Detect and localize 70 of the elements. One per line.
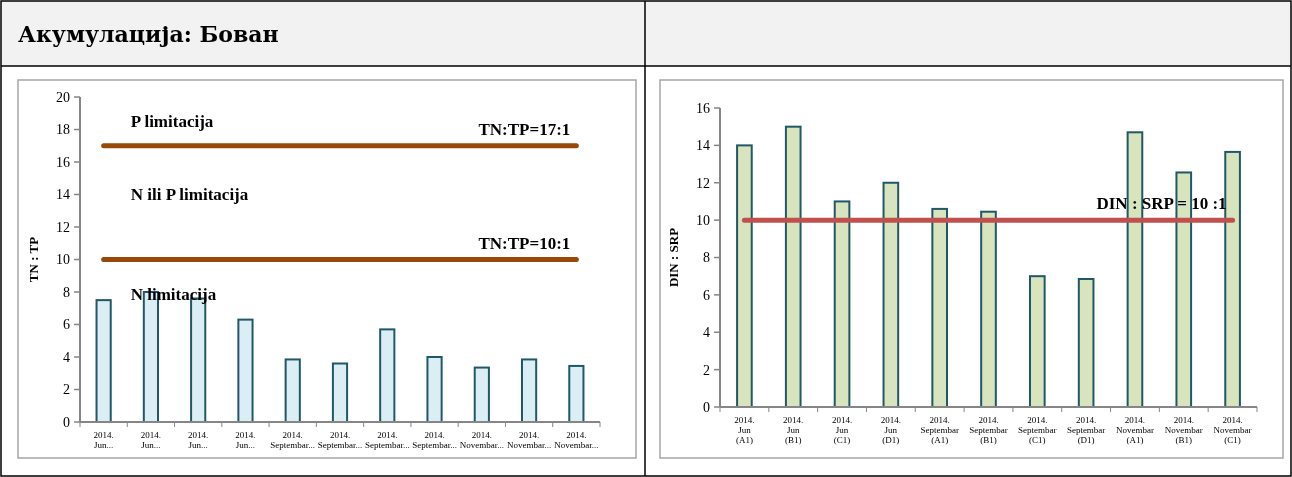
bar (833, 200, 851, 408)
x-tick-label: 2014. Septembar... (364, 430, 410, 450)
bar (736, 144, 753, 408)
y-tick-label: 4 (63, 349, 70, 365)
y-tick-label: 0 (703, 399, 710, 415)
x-tick-label: 2014. Novembar (C1) (1213, 415, 1252, 445)
x-tick-label: 2014. Novembar (B1) (1164, 415, 1203, 445)
chart-title: Акумулација: Бован (18, 21, 279, 47)
bar (473, 366, 490, 423)
x-tick-label: 2014. Jun (B1) (783, 415, 804, 445)
bar (1224, 150, 1241, 408)
bar (931, 207, 948, 408)
y-tick-label: 4 (703, 325, 710, 341)
y-tick-label: 8 (703, 250, 710, 266)
bar (1029, 275, 1046, 408)
y-tick-label: 8 (63, 284, 70, 300)
x-tick-label: 2014. Jun... (140, 430, 162, 450)
y-tick-label: 6 (63, 317, 70, 333)
y-axis-title: TN : TP (26, 236, 41, 283)
x-tick-label: 2014. Septembar (B1) (969, 415, 1008, 445)
bar (237, 318, 254, 423)
x-tick-label: 2014. Septembar (C1) (1018, 415, 1057, 445)
y-tick-label: 2 (63, 382, 70, 398)
x-tick-label: 2014. Novembar... (554, 430, 599, 450)
y-tick-label: 14 (56, 187, 70, 203)
y-tick-label: 6 (703, 287, 710, 303)
x-tick-label: 2014. Jun (C1) (831, 415, 853, 445)
x-tick-label: 2014. Jun... (188, 430, 209, 450)
y-tick-label: 16 (696, 100, 710, 116)
annotation: N limitacija (130, 284, 217, 304)
bar (426, 356, 443, 423)
bar (95, 299, 112, 423)
x-tick-label: 2014. Septembar... (317, 430, 363, 450)
x-tick-label: 2014. Septembar (D1) (1066, 415, 1106, 445)
y-tick-label: 10 (696, 213, 710, 229)
y-tick-label: 18 (56, 122, 70, 138)
ref-line-label: TN:TP=17:1 (478, 119, 571, 139)
y-tick-label: 0 (63, 414, 70, 430)
x-tick-label: 2014. Jun (D1) (880, 415, 901, 445)
y-tick-label: 12 (56, 219, 70, 235)
y-axis-title: DIN : SRP (666, 227, 681, 288)
y-tick-label: 16 (56, 154, 70, 170)
annotation: P limitacija (130, 112, 214, 132)
y-tick-label: 14 (696, 138, 710, 154)
bar (980, 210, 997, 408)
bar (284, 358, 301, 423)
x-tick-label: 2014. Jun... (235, 430, 256, 450)
y-tick-label: 2 (703, 362, 710, 378)
x-tick-label: 2014. Septembar (A1) (920, 415, 959, 445)
x-tick-label: 2014. Novembar... (506, 430, 552, 450)
ref-line-label: TN:TP=10:1 (478, 233, 571, 253)
bar (331, 362, 349, 423)
bar (784, 125, 802, 408)
x-tick-label: 2014. Jun (A1) (734, 415, 755, 445)
y-tick-label: 20 (56, 89, 70, 105)
y-tick-label: 10 (56, 252, 70, 268)
bar (1077, 277, 1095, 408)
bar (521, 358, 538, 423)
x-tick-label: 2014. Novembar (A1) (1115, 415, 1154, 445)
bar (379, 328, 396, 423)
bar (1126, 131, 1144, 408)
y-tick-label: 12 (696, 175, 710, 191)
bar (568, 364, 585, 423)
bar (1175, 171, 1193, 408)
x-tick-label: 2014. Novembar... (459, 430, 504, 450)
x-tick-label: 2014. Septembar... (412, 430, 457, 450)
x-tick-label: 2014. Septembar... (270, 430, 316, 450)
bar (882, 181, 900, 408)
annotation: N ili P limitacija (130, 185, 249, 205)
x-tick-label: 2014. Jun... (93, 430, 114, 450)
